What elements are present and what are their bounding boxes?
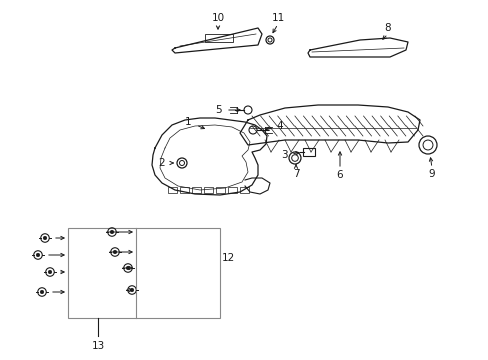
Text: 11: 11 [271,13,284,23]
Text: 3: 3 [280,150,287,160]
Bar [227,187,237,193]
Text: 13: 13 [91,341,104,351]
Bar [68,228,220,318]
Text: 1: 1 [184,117,191,127]
Circle shape [110,230,114,234]
Text: 7: 7 [292,169,299,179]
Bar [180,187,189,193]
Text: 4: 4 [276,121,283,131]
Text: 5: 5 [214,105,221,115]
Circle shape [36,253,40,257]
Bar [216,187,224,193]
Bar [303,148,314,156]
Bar [204,34,232,42]
Circle shape [126,266,129,270]
Circle shape [40,290,43,294]
Circle shape [48,270,52,274]
Text: 12: 12 [221,253,234,263]
Text: 10: 10 [211,13,224,23]
Text: 8: 8 [384,23,390,33]
Bar [240,187,248,193]
Text: 9: 9 [428,169,434,179]
Bar [192,187,201,193]
Circle shape [130,288,133,292]
Text: 2: 2 [159,158,165,168]
Bar [168,187,177,193]
Circle shape [43,236,47,240]
Circle shape [113,250,117,254]
Text: 6: 6 [336,170,343,180]
Bar [203,187,213,193]
